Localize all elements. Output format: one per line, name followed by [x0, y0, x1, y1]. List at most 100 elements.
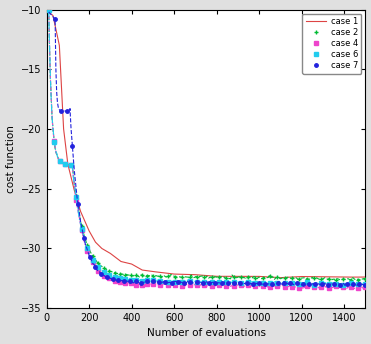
- case 2: [283, 277, 287, 281]
- case 2: [85, 243, 89, 247]
- Line: case 4: case 4: [47, 8, 367, 290]
- case 4: [319, 285, 324, 289]
- case 6: [217, 280, 221, 284]
- case 2: [224, 276, 229, 280]
- case 6: [96, 265, 100, 269]
- case 6: [68, 163, 73, 167]
- case 2: [195, 275, 199, 279]
- case 2: [187, 275, 192, 279]
- case 4: [224, 284, 229, 288]
- case 6: [140, 279, 144, 283]
- case 6: [85, 246, 89, 250]
- case 6: [246, 279, 250, 283]
- case 6: [356, 282, 360, 286]
- case 2: [129, 273, 133, 277]
- case 4: [341, 285, 346, 289]
- case 4: [202, 283, 206, 287]
- case 1: [148, 269, 152, 273]
- case 7: [76, 202, 81, 206]
- case 6: [91, 258, 95, 262]
- case 4: [312, 285, 316, 289]
- case 6: [79, 227, 84, 231]
- case 2: [239, 275, 243, 279]
- case 4: [165, 283, 170, 287]
- case 6: [231, 280, 236, 284]
- case 2: [118, 272, 122, 276]
- case 4: [158, 283, 162, 287]
- case 2: [334, 278, 338, 282]
- case 6: [112, 276, 117, 280]
- case 6: [283, 281, 287, 285]
- case 2: [326, 277, 331, 281]
- case 2: [246, 275, 250, 279]
- case 2: [123, 273, 128, 277]
- case 4: [145, 282, 150, 287]
- case 2: [112, 271, 117, 275]
- case 4: [217, 283, 221, 287]
- case 2: [140, 273, 144, 277]
- case 4: [275, 283, 280, 288]
- case 2: [79, 224, 84, 228]
- case 6: [312, 283, 316, 287]
- case 4: [68, 163, 73, 167]
- case 4: [253, 284, 258, 288]
- case 4: [283, 284, 287, 289]
- case 2: [173, 275, 177, 279]
- case 6: [349, 281, 353, 285]
- case 6: [46, 8, 51, 12]
- case 4: [356, 286, 360, 290]
- case 1: [363, 275, 368, 279]
- case 4: [52, 139, 56, 143]
- case 2: [231, 275, 236, 279]
- case 6: [260, 280, 265, 284]
- Line: case 6: case 6: [47, 8, 367, 287]
- case 2: [180, 275, 184, 279]
- case 2: [68, 163, 73, 167]
- case 2: [107, 269, 111, 273]
- case 6: [129, 278, 133, 282]
- case 2: [349, 278, 353, 282]
- case 4: [173, 283, 177, 287]
- case 6: [101, 270, 106, 274]
- case 6: [268, 281, 272, 285]
- case 6: [123, 277, 128, 281]
- case 4: [91, 260, 95, 265]
- case 4: [74, 198, 78, 203]
- case 6: [145, 278, 150, 282]
- case 6: [363, 281, 368, 286]
- case 4: [305, 284, 309, 288]
- case 2: [63, 162, 68, 166]
- case 1: [106, 250, 110, 254]
- case 6: [195, 279, 199, 283]
- case 2: [151, 274, 155, 278]
- case 2: [253, 276, 258, 280]
- case 4: [151, 282, 155, 286]
- case 7: [344, 282, 349, 286]
- case 4: [129, 281, 133, 285]
- case 2: [46, 8, 51, 12]
- case 1: [61, 127, 66, 131]
- case 4: [112, 279, 117, 283]
- case 2: [96, 261, 100, 266]
- case 6: [173, 280, 177, 284]
- case 2: [165, 274, 170, 278]
- case 2: [363, 277, 368, 281]
- Line: case 2: case 2: [46, 8, 368, 282]
- case 6: [305, 280, 309, 284]
- case 6: [158, 279, 162, 283]
- case 4: [96, 269, 100, 273]
- case 6: [107, 273, 111, 277]
- Legend: case 1, case 2, case 4, case 6, case 7: case 1, case 2, case 4, case 6, case 7: [302, 14, 361, 74]
- case 2: [305, 277, 309, 281]
- case 4: [79, 228, 84, 233]
- case 2: [290, 276, 294, 280]
- case 2: [312, 276, 316, 280]
- case 6: [187, 279, 192, 283]
- case 7: [194, 280, 199, 284]
- case 4: [140, 283, 144, 287]
- case 4: [118, 280, 122, 284]
- case 6: [209, 280, 214, 284]
- case 2: [158, 274, 162, 278]
- Line: case 1: case 1: [49, 12, 365, 278]
- case 4: [326, 286, 331, 290]
